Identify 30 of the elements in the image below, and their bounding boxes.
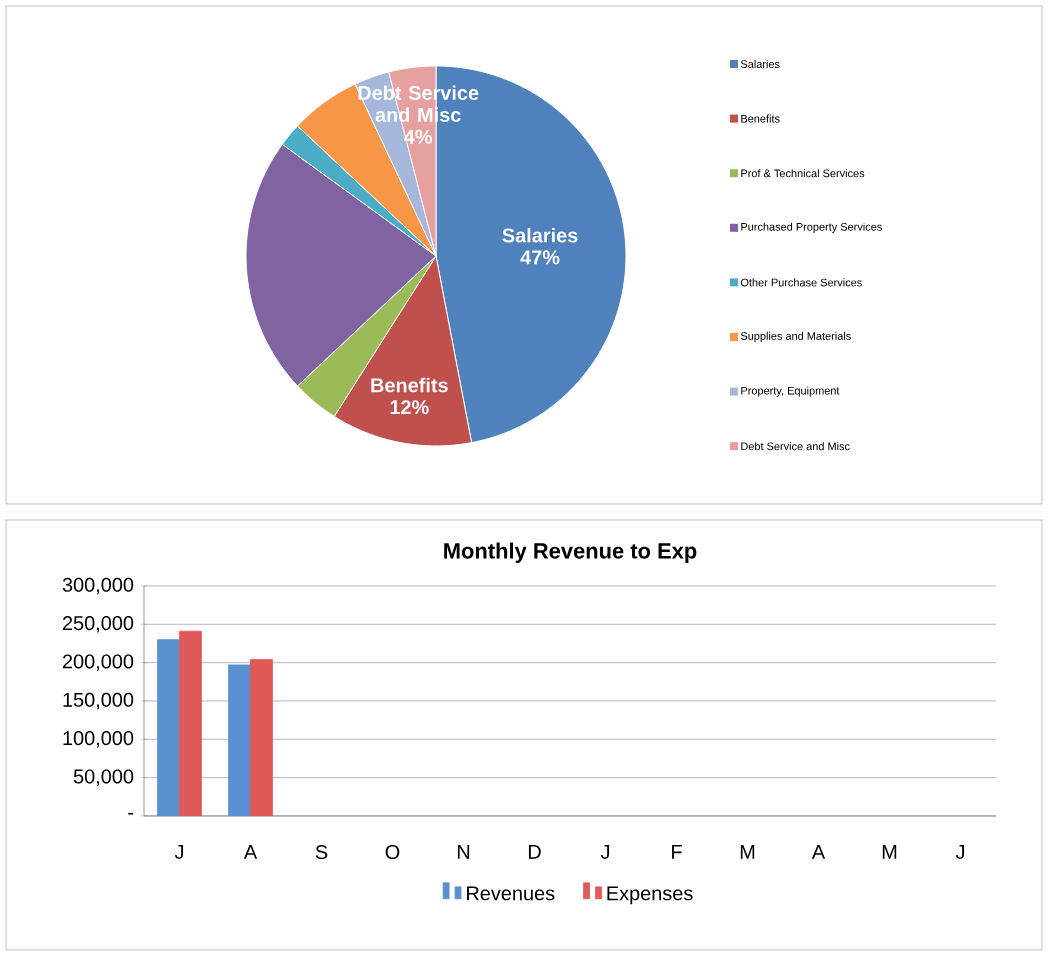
x-tick-label: N	[457, 845, 470, 859]
bar	[157, 639, 180, 816]
x-tick-label: J	[955, 845, 965, 859]
x-tick-label: A	[243, 845, 258, 859]
x-tick-label: J	[174, 845, 184, 859]
x-tick-label: S	[315, 845, 328, 860]
y-tick-label: 100,000	[63, 731, 134, 748]
x-tick-label: A	[811, 845, 826, 859]
legend-label: Revenues	[467, 886, 555, 901]
x-tick-label: F	[672, 845, 682, 859]
x-tick-label: M	[882, 845, 897, 859]
y-tick-label: 250,000	[62, 616, 134, 633]
slice-label: Salaries	[502, 227, 578, 243]
y-tick-label: -	[128, 812, 134, 815]
x-tick-label: J	[600, 845, 610, 859]
legend-label: Expenses	[607, 886, 693, 905]
x-tick-label: D	[528, 845, 541, 859]
bar	[179, 630, 202, 816]
x-tick-label: M	[740, 845, 755, 859]
data-label: 12%	[390, 400, 429, 415]
y-tick-label: 200,000	[62, 654, 134, 671]
chart-title: Monthly Revenue to Exp	[444, 542, 697, 563]
y-tick-label: 300,000	[62, 577, 134, 595]
bar	[250, 659, 273, 816]
slice-label: Benefits	[371, 377, 448, 393]
data-label: 47%	[520, 250, 560, 265]
y-tick-label: 150,000	[63, 692, 134, 710]
bar	[228, 664, 251, 816]
x-tick-label: O	[385, 845, 400, 860]
y-tick-label: 50,000	[73, 769, 134, 786]
